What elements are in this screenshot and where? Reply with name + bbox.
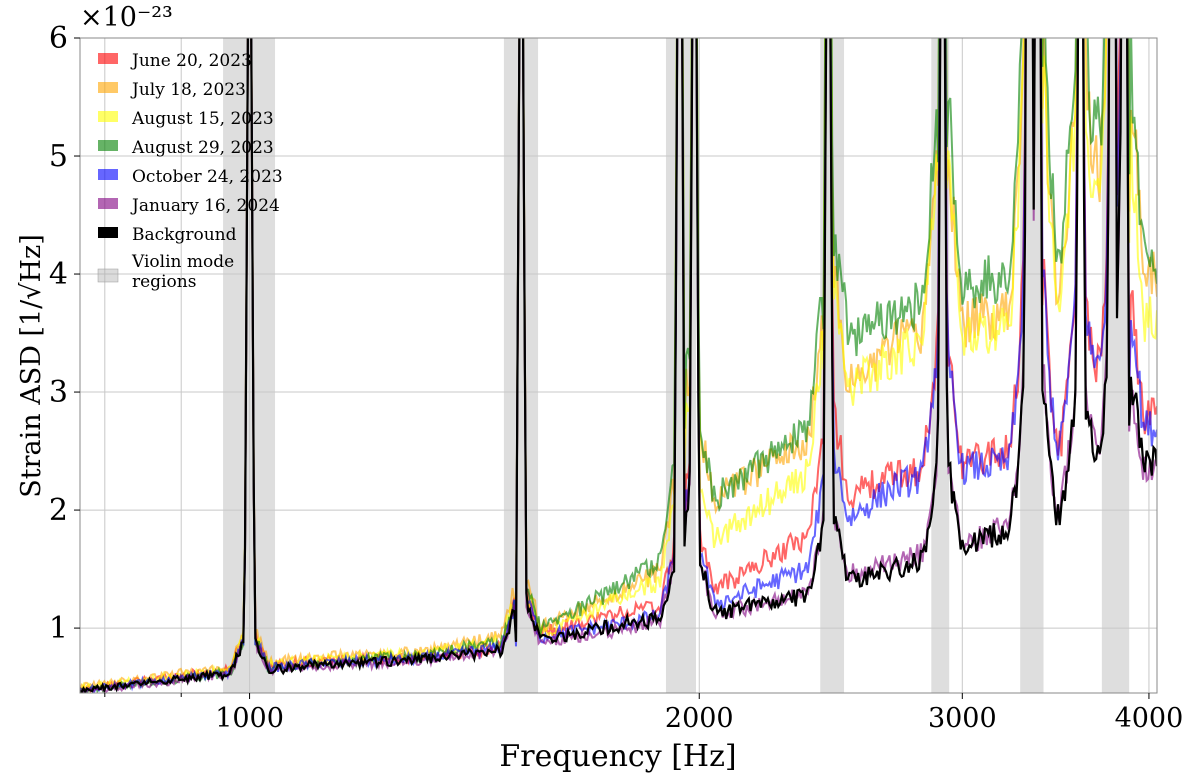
plot-frame bbox=[79, 37, 1158, 694]
y-tick-label: 2 bbox=[49, 493, 68, 528]
y-tick-label: 3 bbox=[49, 375, 68, 410]
legend-swatch-6 bbox=[98, 198, 118, 209]
x-tick-label: 2000 bbox=[665, 703, 734, 734]
series-line-7 bbox=[80, 38, 1157, 693]
legend-swatch-1 bbox=[98, 53, 118, 64]
legend-label-6: January 16, 2024 bbox=[130, 196, 280, 216]
y-tick-label: 1 bbox=[49, 611, 68, 646]
legend-label-violin-line-1: Violin mode bbox=[131, 252, 234, 272]
legend-swatch-4 bbox=[98, 140, 118, 151]
x-tick-label: 3000 bbox=[928, 703, 997, 734]
y-tick-label: 6 bbox=[49, 21, 68, 56]
y-multiplier: ×10⁻²³ bbox=[80, 2, 173, 33]
violin-region-2 bbox=[503, 38, 539, 693]
y-tick-label: 5 bbox=[49, 139, 68, 174]
legend-label-5: October 24, 2023 bbox=[132, 167, 283, 187]
legend-label-2: July 18, 2023 bbox=[130, 80, 246, 100]
x-tick-label: 1000 bbox=[215, 703, 284, 734]
y-axis-label: Strain ASD [1/√Hz] bbox=[16, 234, 47, 498]
legend-swatch-5 bbox=[98, 169, 118, 180]
x-tick-label: 4000 bbox=[1115, 703, 1182, 734]
y-tick-label: 4 bbox=[49, 257, 68, 292]
legend-swatch-violin bbox=[97, 268, 119, 283]
legend: June 20, 2023 July 18, 2023 August 15, 202… bbox=[97, 51, 283, 292]
legend-swatch-2 bbox=[98, 82, 118, 93]
legend-swatch-7 bbox=[98, 227, 118, 238]
legend-label-7: Background bbox=[132, 225, 237, 245]
x-axis-label: Frequency [Hz] bbox=[499, 739, 736, 774]
violin-region-1 bbox=[223, 38, 276, 693]
axis-ticks: 1000 2000 3000 4000 1 2 3 4 5 6 bbox=[49, 21, 1182, 734]
legend-swatch-3 bbox=[98, 111, 118, 122]
series-lines bbox=[80, 38, 1157, 693]
legend-label-1: June 20, 2023 bbox=[130, 51, 252, 71]
legend-label-violin-line-2: regions bbox=[132, 272, 196, 292]
legend-label-3: August 15, 2023 bbox=[131, 109, 274, 129]
legend-label-4: August 29, 2023 bbox=[131, 138, 274, 158]
